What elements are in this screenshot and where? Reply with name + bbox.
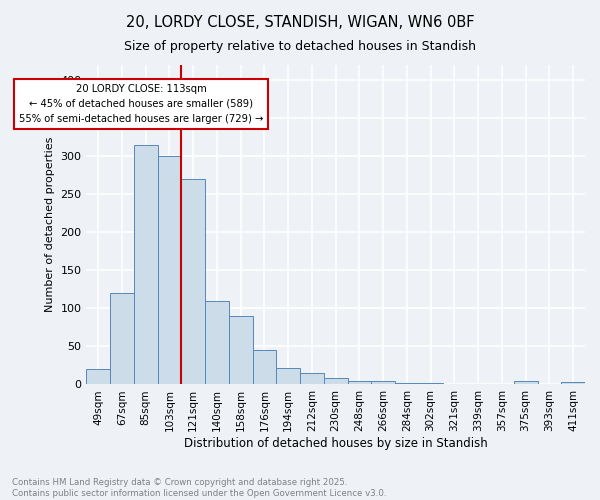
Bar: [181, 179, 205, 384]
Bar: [300, 373, 324, 384]
Bar: [561, 382, 585, 384]
Text: 20, LORDY CLOSE, STANDISH, WIGAN, WN6 0BF: 20, LORDY CLOSE, STANDISH, WIGAN, WN6 0B…: [126, 15, 474, 30]
Bar: [86, 369, 110, 384]
Bar: [419, 383, 443, 384]
Bar: [229, 316, 253, 384]
Bar: [514, 382, 538, 384]
X-axis label: Distribution of detached houses by size in Standish: Distribution of detached houses by size …: [184, 437, 488, 450]
Bar: [158, 156, 181, 384]
Bar: [110, 293, 134, 384]
Bar: [205, 301, 229, 384]
Bar: [371, 382, 395, 384]
Bar: [134, 145, 158, 384]
Y-axis label: Number of detached properties: Number of detached properties: [45, 137, 55, 312]
Bar: [276, 368, 300, 384]
Text: 20 LORDY CLOSE: 113sqm
← 45% of detached houses are smaller (589)
55% of semi-de: 20 LORDY CLOSE: 113sqm ← 45% of detached…: [19, 84, 263, 124]
Text: Contains HM Land Registry data © Crown copyright and database right 2025.
Contai: Contains HM Land Registry data © Crown c…: [12, 478, 386, 498]
Bar: [253, 350, 276, 384]
Text: Size of property relative to detached houses in Standish: Size of property relative to detached ho…: [124, 40, 476, 53]
Bar: [347, 380, 371, 384]
Bar: [395, 383, 419, 384]
Bar: [324, 378, 347, 384]
